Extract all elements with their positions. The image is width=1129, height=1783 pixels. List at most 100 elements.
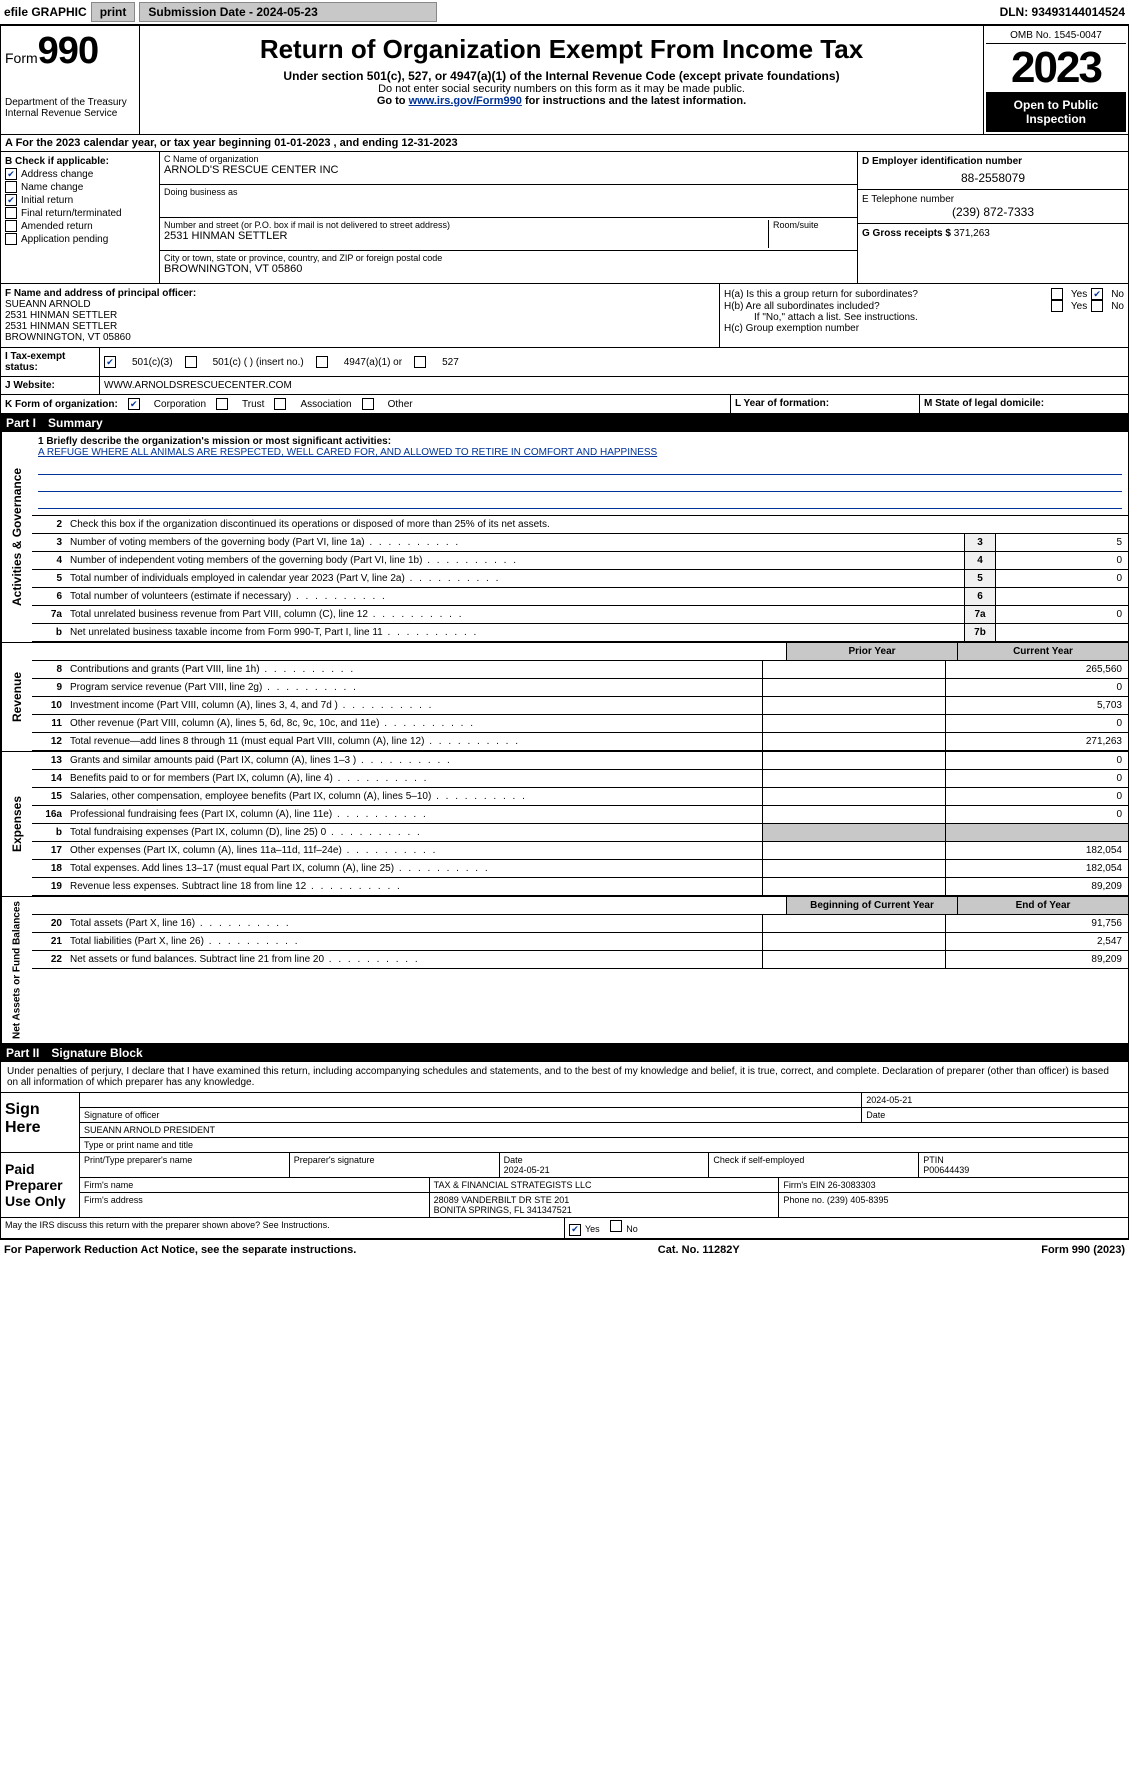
room-label: Room/suite: [773, 220, 853, 230]
org-name-label: C Name of organization: [164, 154, 853, 164]
efile-label: efile GRAPHIC: [4, 5, 87, 19]
trust-checkbox[interactable]: [216, 398, 228, 410]
check-b-item: Name change: [5, 181, 155, 193]
declaration-text: Under penalties of perjury, I declare th…: [1, 1062, 1128, 1092]
org-info-block: B Check if applicable: Address changeNam…: [0, 152, 1129, 284]
city-label: City or town, state or province, country…: [164, 253, 853, 263]
fin-row: 9Program service revenue (Part VIII, lin…: [32, 679, 1128, 697]
fin-row: 21Total liabilities (Part X, line 26)2,5…: [32, 933, 1128, 951]
website-row: J Website: WWW.ARNOLDSRESCUECENTER.COM: [0, 377, 1129, 395]
street-value: 2531 HINMAN SETTLER: [164, 230, 768, 242]
print-button[interactable]: print: [91, 2, 136, 22]
may-irs-no-checkbox[interactable]: [610, 1220, 622, 1232]
gov-row: 4Number of independent voting members of…: [32, 552, 1128, 570]
ha-yes-checkbox[interactable]: [1051, 288, 1063, 300]
principal-officer: F Name and address of principal officer:…: [1, 284, 720, 347]
dept-label: Department of the Treasury Internal Reve…: [5, 97, 135, 119]
gov-row: 3Number of voting members of the governi…: [32, 534, 1128, 552]
officer-group-block: F Name and address of principal officer:…: [0, 284, 1129, 348]
fin-row: 14Benefits paid to or for members (Part …: [32, 770, 1128, 788]
omb-number: OMB No. 1545-0047: [986, 28, 1126, 44]
instructions-line: Go to www.irs.gov/Form990 for instructio…: [148, 95, 975, 107]
check-b-checkbox[interactable]: [5, 220, 17, 232]
corporation-checkbox[interactable]: [128, 398, 140, 410]
gov-row: bNet unrelated business taxable income f…: [32, 624, 1128, 642]
form-title-box: Return of Organization Exempt From Incom…: [140, 26, 984, 134]
prior-year-header: Prior Year: [786, 643, 957, 660]
fin-row: 15Salaries, other compensation, employee…: [32, 788, 1128, 806]
page-footer: For Paperwork Reduction Act Notice, see …: [0, 1240, 1129, 1260]
right-info-column: D Employer identification number 88-2558…: [857, 152, 1128, 283]
footer-right: Form 990 (2023): [1041, 1244, 1125, 1256]
form-title: Return of Organization Exempt From Incom…: [148, 34, 975, 65]
city-value: BROWNINGTON, VT 05860: [164, 263, 853, 275]
check-b-item: Amended return: [5, 220, 155, 232]
org-name: ARNOLD'S RESCUE CENTER INC: [164, 164, 853, 176]
expenses-tab: Expenses: [1, 752, 32, 896]
gross-receipts-value: 371,263: [954, 228, 990, 239]
group-return-block: H(a) Is this a group return for subordin…: [720, 284, 1128, 347]
dln-label: DLN: 93493144014524: [1000, 5, 1125, 19]
mission-text: A REFUGE WHERE ALL ANIMALS ARE RESPECTED…: [38, 447, 1122, 458]
check-b-checkbox[interactable]: [5, 168, 17, 180]
dba-label: Doing business as: [164, 187, 853, 197]
gov-row: 5Total number of individuals employed in…: [32, 570, 1128, 588]
may-irs-yes-checkbox[interactable]: [569, 1224, 581, 1236]
expenses-section: Expenses 13Grants and similar amounts pa…: [0, 752, 1129, 897]
check-b-checkbox[interactable]: [5, 207, 17, 219]
check-b-checkbox[interactable]: [5, 181, 17, 193]
net-assets-tab: Net Assets or Fund Balances: [1, 897, 32, 1043]
mission-block: 1 Briefly describe the organization's mi…: [32, 432, 1128, 516]
check-b-checkbox[interactable]: [5, 194, 17, 206]
subtitle2: Do not enter social security numbers on …: [148, 83, 975, 95]
gov-row: 7aTotal unrelated business revenue from …: [32, 606, 1128, 624]
check-b-header: B Check if applicable:: [5, 156, 155, 167]
ha-no-checkbox[interactable]: [1091, 288, 1103, 300]
open-public-badge: Open to Public Inspection: [986, 92, 1126, 132]
fin-row: 18Total expenses. Add lines 13–17 (must …: [32, 860, 1128, 878]
efile-topbar: efile GRAPHIC print Submission Date - 20…: [0, 0, 1129, 25]
footer-mid: Cat. No. 11282Y: [658, 1244, 740, 1256]
gross-receipts-label: G Gross receipts $: [862, 228, 951, 239]
irs-link[interactable]: www.irs.gov/Form990: [409, 95, 522, 107]
governance-tab: Activities & Governance: [1, 432, 32, 642]
fin-row: 19Revenue less expenses. Subtract line 1…: [32, 878, 1128, 896]
501c-checkbox[interactable]: [185, 356, 197, 368]
501c3-checkbox[interactable]: [104, 356, 116, 368]
fin-row: 13Grants and similar amounts paid (Part …: [32, 752, 1128, 770]
revenue-section: Revenue Prior Year Current Year 8Contrib…: [0, 643, 1129, 752]
name-address-column: C Name of organization ARNOLD'S RESCUE C…: [160, 152, 857, 283]
check-b-checkbox[interactable]: [5, 233, 17, 245]
governance-section: Activities & Governance 1 Briefly descri…: [0, 432, 1129, 643]
revenue-tab: Revenue: [1, 643, 32, 751]
fin-row: 11Other revenue (Part VIII, column (A), …: [32, 715, 1128, 733]
hb-no-checkbox[interactable]: [1091, 300, 1103, 312]
fin-row: 20Total assets (Part X, line 16)91,756: [32, 915, 1128, 933]
form-label: Form: [5, 50, 38, 66]
phone-label: E Telephone number: [862, 194, 1124, 205]
ein-label: D Employer identification number: [862, 156, 1124, 167]
form-header: Form990 Department of the Treasury Inter…: [0, 25, 1129, 135]
4947-checkbox[interactable]: [316, 356, 328, 368]
subtitle1: Under section 501(c), 527, or 4947(a)(1)…: [148, 69, 975, 83]
check-b-item: Final return/terminated: [5, 207, 155, 219]
fin-row: 17Other expenses (Part IX, column (A), l…: [32, 842, 1128, 860]
fin-row: 16aProfessional fundraising fees (Part I…: [32, 806, 1128, 824]
other-checkbox[interactable]: [362, 398, 374, 410]
current-year-header: Current Year: [957, 643, 1128, 660]
association-checkbox[interactable]: [274, 398, 286, 410]
tax-year: 2023: [986, 46, 1126, 90]
fin-row: bTotal fundraising expenses (Part IX, co…: [32, 824, 1128, 842]
hb-yes-checkbox[interactable]: [1051, 300, 1063, 312]
street-label: Number and street (or P.O. box if mail i…: [164, 220, 768, 230]
checkbox-column-b: B Check if applicable: Address changeNam…: [1, 152, 160, 283]
check-b-item: Application pending: [5, 233, 155, 245]
fin-row: 8Contributions and grants (Part VIII, li…: [32, 661, 1128, 679]
part1-header: Part I Summary: [0, 414, 1129, 432]
527-checkbox[interactable]: [414, 356, 426, 368]
form-org-row: K Form of organization: Corporation Trus…: [0, 395, 1129, 414]
net-assets-section: Net Assets or Fund Balances Beginning of…: [0, 897, 1129, 1044]
begin-year-header: Beginning of Current Year: [786, 897, 957, 914]
submission-date-button[interactable]: Submission Date - 2024-05-23: [139, 2, 437, 22]
website-value: WWW.ARNOLDSRESCUECENTER.COM: [100, 377, 1128, 394]
